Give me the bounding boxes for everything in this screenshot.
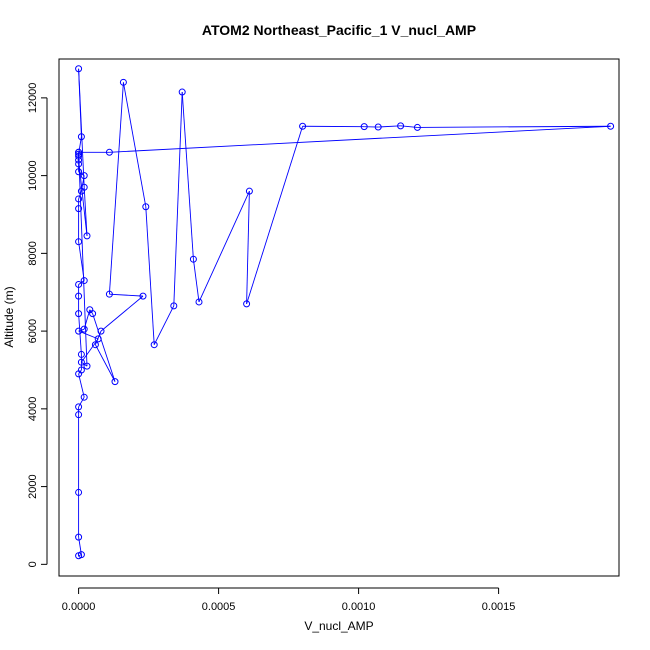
- y-tick-label: 6000: [27, 319, 39, 343]
- series-line-segment: [89, 309, 93, 314]
- data-point: [607, 122, 615, 130]
- x-tick-label: 0.0000: [62, 601, 96, 613]
- series-line-segment: [153, 305, 175, 345]
- data-point: [77, 366, 85, 374]
- series-line-segment: [122, 82, 147, 207]
- series-line-segment: [108, 82, 124, 295]
- data-point: [91, 341, 99, 349]
- x-tick-label: 0.0015: [482, 601, 516, 613]
- x-axis-label: V_nucl_AMP: [304, 619, 373, 633]
- y-tick-label: 10000: [27, 160, 39, 191]
- data-point: [80, 325, 88, 333]
- series-line-segment: [78, 152, 88, 367]
- data-point: [75, 168, 83, 176]
- series-line-segment: [92, 313, 116, 382]
- data-point: [75, 533, 83, 541]
- x-axis: 0.0000 0.0005 0.0010 0.0015: [62, 587, 516, 613]
- data-point: [245, 187, 253, 195]
- data-point: [83, 362, 91, 370]
- data-point: [83, 232, 91, 240]
- series-line-segment: [78, 396, 85, 408]
- data-point: [195, 298, 203, 306]
- data-point: [75, 148, 83, 156]
- data-point: [77, 551, 85, 559]
- data-point: [243, 300, 251, 308]
- data-point: [75, 310, 83, 318]
- y-tick-label: 8000: [27, 241, 39, 265]
- series-line-segment: [100, 295, 144, 332]
- data-point: [374, 123, 382, 131]
- series-line-segment: [192, 259, 200, 303]
- data-point: [299, 122, 307, 130]
- series-line-segment: [78, 160, 88, 236]
- series-line-segment: [78, 68, 85, 188]
- data-point: [77, 350, 85, 358]
- data-point: [189, 255, 197, 263]
- data-point: [397, 122, 405, 130]
- x-tick-label: 0.0005: [202, 601, 236, 613]
- data-point: [75, 160, 83, 168]
- data-point: [139, 292, 147, 300]
- y-tick-label: 2000: [27, 474, 39, 498]
- data-point: [75, 205, 83, 213]
- series-line-segment: [173, 92, 183, 306]
- data-point: [75, 292, 83, 300]
- data-point: [80, 183, 88, 191]
- series-line-segment: [78, 369, 82, 375]
- data-point: [75, 195, 83, 203]
- series-line-segment: [246, 126, 304, 305]
- series-line-segment: [94, 330, 102, 345]
- data-point: [119, 78, 127, 86]
- data-point: [97, 327, 105, 335]
- data-point: [170, 302, 178, 310]
- y-axis: 0 2000 4000 6000 8000 10000 12000: [27, 83, 48, 567]
- data-point: [80, 277, 88, 285]
- data-point: [178, 88, 186, 96]
- series-line-segment: [145, 206, 155, 345]
- data-point: [111, 378, 119, 386]
- data-point: [105, 148, 113, 156]
- y-tick-label: 12000: [27, 83, 39, 114]
- data-point: [75, 403, 83, 411]
- data-point: [360, 123, 368, 131]
- series-line-segment: [81, 338, 99, 363]
- series-line-segment: [181, 92, 194, 260]
- series-line-segment: [78, 330, 99, 340]
- series-line-segment: [417, 125, 611, 128]
- data-point: [150, 341, 158, 349]
- y-axis-label: Altitude (m): [2, 286, 16, 347]
- data-point: [75, 156, 83, 164]
- data-point: [75, 488, 83, 496]
- series-line-segment: [109, 125, 611, 153]
- data-point: [142, 203, 150, 211]
- y-tick-label: 4000: [27, 397, 39, 421]
- series-line-segment: [78, 373, 85, 398]
- data-point: [75, 65, 83, 73]
- y-tick-label: 0: [27, 561, 39, 567]
- series-line-segment: [78, 554, 82, 557]
- data-point: [77, 133, 85, 141]
- x-tick-label: 0.0010: [342, 601, 376, 613]
- data-point: [89, 310, 97, 318]
- plot-frame: [58, 58, 620, 577]
- data-point: [80, 172, 88, 180]
- series-line-segment: [95, 344, 116, 382]
- series-line-segment: [109, 293, 144, 297]
- data-point: [413, 123, 421, 131]
- chart-title: ATOM2 Northeast_Pacific_1 V_nucl_AMP: [202, 22, 476, 38]
- data-point: [94, 335, 102, 343]
- data-point: [75, 280, 83, 288]
- series-line-segment: [198, 190, 250, 303]
- data-point: [75, 152, 83, 160]
- plot-series: [75, 65, 615, 560]
- series-line-segment: [246, 191, 250, 304]
- data-point: [105, 290, 113, 298]
- data-point: [77, 358, 85, 366]
- data-point: [75, 238, 83, 246]
- data-point: [80, 393, 88, 401]
- data-point: [75, 411, 83, 419]
- series-line-segment: [378, 125, 401, 128]
